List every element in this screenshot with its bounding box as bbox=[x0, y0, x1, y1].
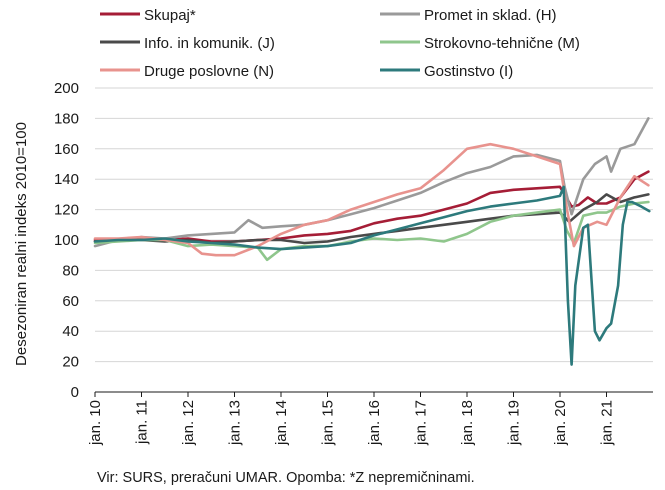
legend-label: Skupaj* bbox=[144, 7, 196, 24]
x-tick-label: jan. 10 bbox=[87, 400, 104, 446]
series-lines bbox=[93, 117, 651, 366]
legend-label: Gostinstvo (I) bbox=[424, 63, 513, 80]
x-tick-label: jan. 14 bbox=[273, 400, 290, 446]
y-tick-label: 100 bbox=[54, 232, 79, 249]
y-tick-label: 160 bbox=[54, 141, 79, 158]
x-tick-label: jan. 19 bbox=[506, 400, 523, 446]
legend-label: Druge poslovne (N) bbox=[144, 63, 274, 80]
x-axis-ticks: jan. 10 jan. 11 jan. 12 jan. 13 jan. 14 jan. … bbox=[87, 392, 616, 446]
y-tick-label: 120 bbox=[54, 202, 79, 219]
x-tick-label: jan. 21 bbox=[599, 400, 616, 446]
y-tick-label: 180 bbox=[54, 110, 79, 127]
x-tick-label: jan. 11 bbox=[134, 400, 151, 445]
y-axis-ticks: 0 20 40 60 80 100 120 140 160 180 200 bbox=[54, 80, 79, 401]
y-tick-label: 60 bbox=[62, 293, 79, 310]
y-tick-label: 200 bbox=[54, 80, 79, 97]
series-line-0 bbox=[93, 170, 650, 243]
legend-label: Strokovno-tehnične (M) bbox=[424, 35, 580, 52]
x-tick-label: jan. 20 bbox=[552, 400, 569, 446]
y-tick-label: 140 bbox=[54, 171, 79, 188]
legend: Skupaj* Promet in sklad. (H) Info. in komu… bbox=[100, 7, 580, 80]
y-tick-label: 20 bbox=[62, 354, 79, 371]
y-tick-label: 0 bbox=[71, 384, 79, 401]
y-axis-label: Desezoniran realni indeks 2010=100 bbox=[13, 122, 30, 366]
legend-label: Info. in komunik. (J) bbox=[144, 35, 275, 52]
y-tick-label: 40 bbox=[62, 323, 79, 340]
series-line-5 bbox=[93, 185, 651, 366]
x-tick-label: jan. 16 bbox=[366, 400, 383, 446]
series-line-3 bbox=[93, 200, 650, 262]
y-tick-label: 80 bbox=[62, 262, 79, 279]
source-note: Vir: SURS, preračuni UMAR. Opomba: *Z ne… bbox=[97, 470, 475, 486]
x-tick-label: jan. 15 bbox=[320, 400, 337, 446]
x-tick-label: jan. 12 bbox=[180, 400, 197, 446]
legend-label: Promet in sklad. (H) bbox=[424, 7, 557, 24]
series-line-1 bbox=[93, 117, 650, 248]
x-tick-label: jan. 17 bbox=[413, 400, 430, 446]
x-tick-label: jan. 13 bbox=[227, 400, 244, 446]
x-tick-label: jan. 18 bbox=[459, 400, 476, 446]
